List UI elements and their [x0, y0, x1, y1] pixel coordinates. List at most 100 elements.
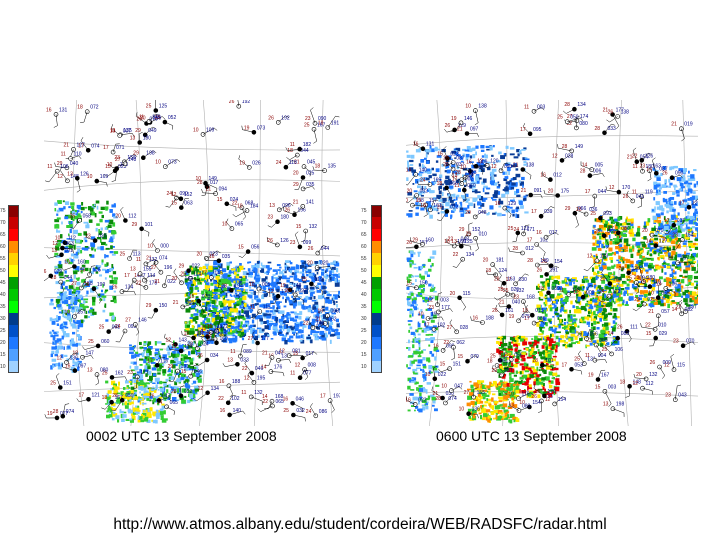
- svg-text:25: 25: [88, 339, 94, 345]
- svg-text:22: 22: [136, 280, 142, 286]
- svg-text:126: 126: [280, 238, 289, 244]
- svg-text:178: 178: [149, 280, 158, 286]
- svg-text:020: 020: [320, 261, 329, 267]
- svg-text:102: 102: [231, 396, 240, 402]
- svg-text:19: 19: [244, 125, 250, 131]
- svg-text:141: 141: [306, 199, 315, 205]
- svg-text:23: 23: [205, 332, 211, 338]
- svg-text:073: 073: [168, 160, 177, 166]
- colorbar-tick-label: 50: [0, 268, 6, 274]
- svg-text:12: 12: [166, 337, 172, 343]
- svg-text:029: 029: [54, 269, 63, 275]
- svg-text:15: 15: [217, 197, 223, 203]
- svg-text:15: 15: [105, 164, 111, 170]
- svg-text:162: 162: [115, 370, 124, 376]
- svg-text:12: 12: [279, 349, 285, 355]
- svg-text:132: 132: [254, 390, 263, 396]
- svg-text:24: 24: [276, 160, 282, 166]
- svg-text:158: 158: [84, 281, 93, 287]
- svg-text:22: 22: [303, 321, 309, 327]
- svg-text:11: 11: [110, 128, 115, 134]
- svg-text:172: 172: [220, 324, 229, 330]
- svg-text:10: 10: [237, 204, 243, 210]
- svg-text:17: 17: [124, 273, 130, 279]
- colorbar-swatch: [371, 229, 382, 241]
- svg-text:28: 28: [112, 393, 118, 399]
- svg-text:077: 077: [303, 371, 312, 377]
- svg-text:19: 19: [47, 411, 53, 417]
- svg-text:10: 10: [65, 310, 71, 316]
- svg-text:20: 20: [197, 251, 203, 257]
- colorbar-swatch: [371, 265, 382, 277]
- svg-text:155: 155: [143, 267, 152, 273]
- svg-text:11: 11: [171, 344, 176, 350]
- svg-text:089: 089: [243, 349, 252, 355]
- svg-text:17: 17: [78, 143, 84, 149]
- svg-text:194: 194: [234, 283, 243, 289]
- svg-text:28: 28: [51, 275, 57, 281]
- svg-text:16: 16: [44, 269, 47, 275]
- svg-text:28: 28: [171, 389, 177, 395]
- colorbar-tick-label: 30: [0, 316, 6, 322]
- colorbar-swatch: [371, 361, 382, 373]
- svg-text:032: 032: [296, 408, 305, 414]
- svg-text:136: 136: [211, 330, 220, 336]
- svg-text:17: 17: [103, 145, 109, 151]
- svg-text:20: 20: [307, 261, 313, 267]
- svg-text:19: 19: [207, 324, 213, 330]
- colorbar-tick-label: 40: [0, 292, 6, 298]
- svg-text:13: 13: [227, 357, 233, 363]
- svg-text:125: 125: [159, 104, 168, 110]
- svg-text:167: 167: [317, 122, 326, 128]
- svg-text:14: 14: [262, 394, 268, 400]
- svg-text:152: 152: [184, 192, 193, 198]
- radar-echoes: [406, 145, 698, 424]
- svg-text:21: 21: [154, 279, 160, 285]
- svg-text:017: 017: [210, 180, 219, 186]
- svg-text:033: 033: [240, 357, 249, 363]
- svg-text:065: 065: [170, 400, 179, 406]
- svg-text:073: 073: [257, 125, 266, 131]
- svg-text:22: 22: [263, 399, 269, 405]
- svg-text:16: 16: [219, 379, 225, 385]
- svg-text:005: 005: [186, 300, 195, 306]
- svg-text:11: 11: [47, 164, 52, 170]
- svg-text:21: 21: [293, 199, 299, 205]
- svg-text:160: 160: [220, 336, 229, 342]
- svg-text:114: 114: [193, 271, 201, 277]
- svg-text:121: 121: [92, 392, 101, 398]
- svg-text:112: 112: [128, 214, 136, 220]
- svg-text:022: 022: [184, 389, 193, 395]
- svg-text:090: 090: [318, 116, 327, 122]
- colorbar-tick-label: 55: [0, 256, 6, 262]
- svg-text:26: 26: [308, 246, 314, 252]
- svg-text:25: 25: [146, 104, 152, 110]
- svg-text:27: 27: [151, 265, 157, 271]
- svg-text:131: 131: [59, 107, 68, 113]
- svg-text:20: 20: [172, 276, 178, 282]
- svg-text:27: 27: [71, 281, 77, 287]
- svg-text:25: 25: [304, 122, 310, 128]
- svg-text:068: 068: [245, 201, 254, 207]
- svg-text:199: 199: [153, 115, 162, 121]
- svg-text:060: 060: [101, 339, 110, 345]
- svg-text:063: 063: [65, 241, 74, 247]
- svg-text:072: 072: [90, 105, 99, 111]
- svg-text:22: 22: [232, 201, 238, 207]
- svg-text:28: 28: [197, 180, 203, 186]
- svg-text:11: 11: [290, 142, 295, 148]
- svg-text:008: 008: [308, 363, 317, 369]
- svg-text:045: 045: [307, 160, 316, 166]
- svg-text:21: 21: [315, 317, 321, 323]
- source-url[interactable]: http://www.atmos.albany.edu/student/cord…: [113, 516, 607, 533]
- colorbar-swatch: [8, 217, 19, 229]
- svg-text:25: 25: [180, 271, 186, 277]
- svg-text:21: 21: [146, 255, 152, 261]
- svg-text:077: 077: [60, 411, 69, 417]
- svg-text:034: 034: [210, 353, 219, 359]
- svg-text:12: 12: [295, 363, 301, 369]
- svg-text:086: 086: [319, 409, 328, 415]
